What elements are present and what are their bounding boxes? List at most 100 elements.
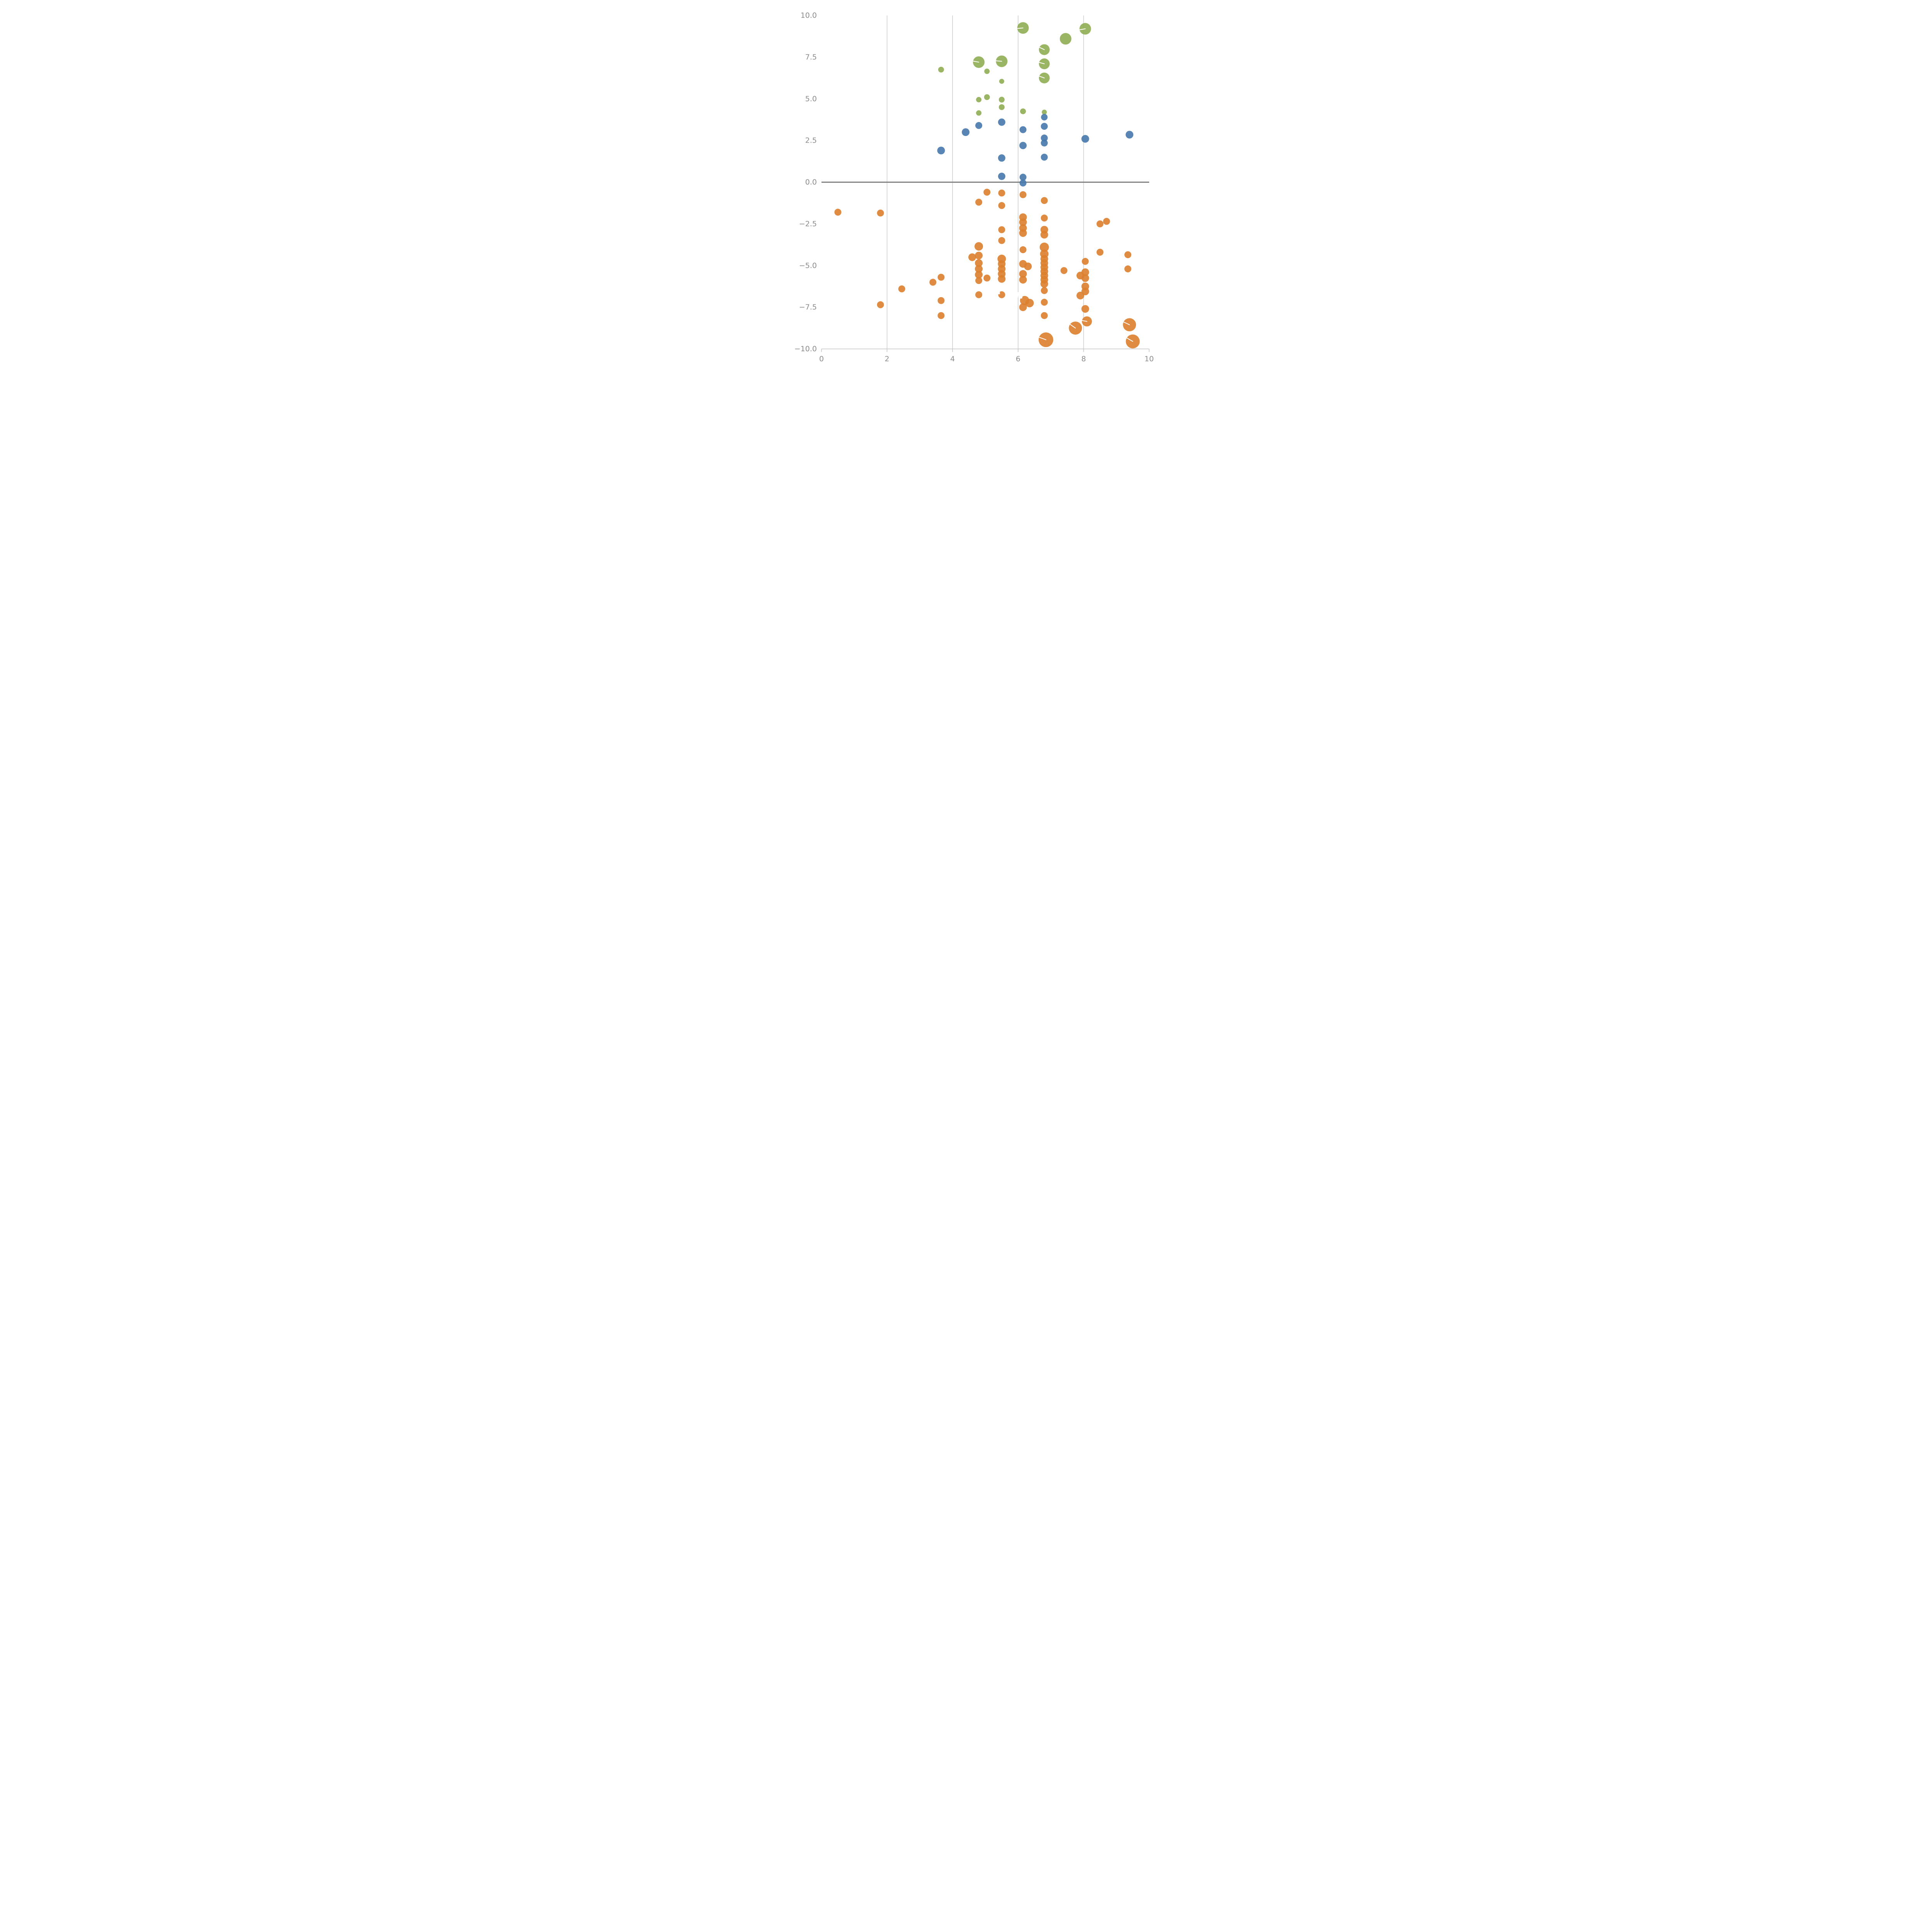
y-tick-label: −7.5 xyxy=(799,303,817,311)
bubble-green-cluster xyxy=(1020,108,1026,114)
bubble-blue-cluster xyxy=(1019,173,1027,181)
bubble-green-cluster xyxy=(998,97,1005,103)
bubble-orange-cluster xyxy=(937,274,945,281)
bubble-orange-cluster xyxy=(898,285,905,293)
bubble-blue-cluster xyxy=(1019,126,1027,133)
bubble-orange-cluster xyxy=(998,202,1005,209)
bubble-orange-cluster xyxy=(877,209,884,217)
y-tick-label: −2.5 xyxy=(799,219,817,228)
bubble-orange-cluster xyxy=(998,226,1005,233)
bubble-green-cluster xyxy=(984,94,990,100)
bubble-orange-cluster xyxy=(1096,248,1104,256)
y-tick-label: −10.0 xyxy=(794,345,817,353)
bubble-orange-cluster xyxy=(1024,262,1032,270)
bubble-blue-cluster xyxy=(1041,134,1048,142)
y-tick-label: 2.5 xyxy=(805,136,817,145)
scatter-chart: 0 2 4 6 8 10 10.0 7.5 5.0 2.5 0.0 −2.5 −5.0 −7.5 −10.0… xyxy=(794,11,1154,363)
bubble-orange-cluster xyxy=(1040,231,1048,239)
bubble-orange-cluster xyxy=(1096,220,1104,228)
bubble-orange-cluster xyxy=(975,270,983,279)
bubble-slash xyxy=(1039,62,1045,65)
bubble-orange-cluster xyxy=(998,275,1006,283)
bubble-orange-cluster xyxy=(1103,218,1110,225)
y-tick-label: 5.0 xyxy=(805,95,817,103)
bubble-orange-cluster xyxy=(1039,242,1049,252)
bubble-blue-cluster xyxy=(962,128,970,136)
white-annotation-text: T xyxy=(996,287,1002,296)
bubble-orange-cluster xyxy=(1041,197,1048,204)
bubble-blue-cluster xyxy=(1126,131,1134,139)
bubble-orange-cluster xyxy=(998,237,1005,244)
bubble-orange-cluster xyxy=(1041,312,1048,319)
bubble-orange-cluster xyxy=(998,291,1005,298)
figure: 0 2 4 6 8 10 10.0 7.5 5.0 2.5 0.0 −2.5 −5.0 −7.5 −10.0… xyxy=(773,0,1159,386)
bubble-orange-cluster xyxy=(1019,246,1027,253)
bubble-blue-cluster xyxy=(998,118,1005,126)
bubble-orange-cluster xyxy=(975,291,983,298)
bubble-orange-cluster xyxy=(975,199,983,206)
bubble-orange-cluster xyxy=(1124,265,1131,272)
bubble-orange-cluster xyxy=(937,312,945,319)
bubble-orange-cluster xyxy=(1081,287,1089,296)
bubble-slash xyxy=(1070,324,1076,329)
bubble-orange-cluster xyxy=(975,265,983,273)
bubble-blue-cluster xyxy=(975,122,983,129)
bubble-orange-cluster xyxy=(968,253,976,261)
bubble-orange-cluster xyxy=(1019,270,1027,278)
bubble-orange-cluster xyxy=(937,297,945,304)
bubble-blue-cluster xyxy=(1081,135,1089,143)
bubble-orange-cluster xyxy=(975,242,983,251)
bubble-orange-cluster xyxy=(1081,268,1089,276)
bubble-orange-cluster xyxy=(975,252,983,260)
x-tick-label: 4 xyxy=(950,355,955,363)
y-tick-label: 0.0 xyxy=(805,178,817,187)
bubble-slash xyxy=(1039,337,1046,340)
bubble-orange-cluster xyxy=(1019,191,1027,198)
bubble-orange-cluster xyxy=(998,189,1005,197)
x-tick-label: 8 xyxy=(1081,355,1086,363)
y-tick-label: 7.5 xyxy=(805,53,817,61)
bubble-orange-cluster xyxy=(1081,305,1089,313)
bubble-orange-cluster xyxy=(975,277,983,284)
bubble-green-cluster xyxy=(998,104,1005,110)
bubble-orange-cluster xyxy=(1082,258,1089,265)
bubble-orange-cluster xyxy=(1019,218,1027,226)
bubble-blue-cluster xyxy=(998,154,1005,162)
bubble-orange-cluster xyxy=(1025,299,1034,308)
bubble-slash xyxy=(973,61,980,63)
bubble-orange-cluster xyxy=(1041,214,1048,222)
bubble-green-cluster xyxy=(976,97,982,102)
bubble-orange-cluster xyxy=(1019,303,1027,311)
y-tick-label: −5.0 xyxy=(799,261,817,270)
bubble-orange-cluster xyxy=(983,189,991,196)
bubble-orange-cluster xyxy=(1060,267,1068,274)
bubble-orange-cluster xyxy=(877,301,884,308)
bubble-orange-cluster xyxy=(1081,274,1089,282)
bubble-slash xyxy=(1039,76,1045,78)
bubble-green-cluster xyxy=(1060,33,1071,45)
bubble-blue-cluster xyxy=(1041,114,1048,121)
bubble-orange-cluster xyxy=(1041,299,1048,306)
x-tick-label: 6 xyxy=(1016,355,1020,363)
x-tick-label: 0 xyxy=(819,355,824,363)
bubble-orange-cluster xyxy=(975,259,983,267)
bubble-blue-cluster xyxy=(1019,179,1027,187)
bubble-blue-cluster xyxy=(1019,142,1027,150)
bubble-green-cluster xyxy=(984,68,990,74)
white-annotation-text: w xyxy=(1014,288,1024,302)
bubble-orange-cluster xyxy=(929,279,937,286)
y-tick-label: 10.0 xyxy=(801,11,817,20)
bubble-slash xyxy=(1039,47,1045,50)
bubble-blue-cluster xyxy=(998,172,1005,180)
x-tick-label: 2 xyxy=(885,355,889,363)
bubble-orange-cluster xyxy=(1019,229,1027,237)
bubble-green-cluster xyxy=(1042,109,1047,115)
bubble-orange-cluster xyxy=(834,209,842,216)
bubble-blue-cluster xyxy=(1041,153,1048,161)
bubble-slash xyxy=(1126,338,1133,342)
bubble-green-cluster xyxy=(999,78,1004,84)
bubble-blue-cluster xyxy=(937,146,945,155)
bubble-green-cluster xyxy=(938,66,944,73)
bubble-orange-cluster xyxy=(1124,251,1131,259)
bubble-blue-cluster xyxy=(1041,139,1048,147)
